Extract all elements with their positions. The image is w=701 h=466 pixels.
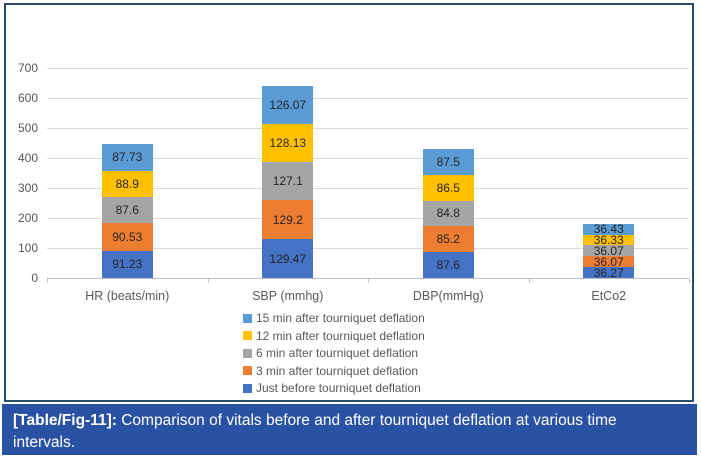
x-axis-category-label: EtCo2 [591,289,627,303]
y-axis-tick-label: 700 [17,61,38,75]
bar-segment-value: 126.07 [269,97,307,112]
gridline [47,158,689,159]
bar-segment: 36.33 [583,233,635,248]
bar-segment-value: 36.43 [593,222,624,237]
legend-label: Just before tourniquet deflation [256,381,421,395]
bar-segment-value: 85.2 [436,231,460,246]
figure-caption-label: [Table/Fig-11]: [13,412,117,429]
legend-label: 12 min after tourniquet deflation [256,328,425,343]
y-axis-tick-label: 600 [17,91,38,105]
legend-item: Just before tourniquet deflation [243,381,421,395]
bar-segment-value: 88.9 [115,176,139,191]
x-axis-tick [47,279,48,283]
legend-item: 15 min after tourniquet deflation [243,311,425,325]
bar-segment: 127.1 [262,162,314,201]
x-axis-line [47,278,689,279]
bar-segment-value: 36.33 [593,233,624,248]
y-axis-tick-label: 0 [31,271,38,285]
bar-segment-value: 87.73 [112,150,143,165]
legend-color-swatch [243,331,252,340]
bar-segment: 36.43 [583,222,635,237]
legend-color-swatch [243,313,252,323]
figure-caption-text: Comparison of vitals before and after to… [13,412,617,451]
legend-label: 6 min after tourniquet deflation [256,346,419,360]
legend-item: 6 min after tourniquet deflation [243,346,418,360]
bar-segment: 36.07 [583,243,635,258]
legend-label: 3 min after tourniquet deflation [256,363,419,378]
gridline [47,128,689,129]
bar-segment-value: 36.07 [593,254,624,269]
bar-segment: 129.2 [262,200,314,240]
bar-segment-value: 129.2 [272,212,303,227]
y-axis-tick-label: 100 [17,241,38,255]
legend-item: 3 min after tourniquet deflation [243,364,418,378]
bar-segment-value: 87.5 [436,154,460,169]
gridline [47,248,689,249]
bar-segment: 87.5 [422,148,474,175]
bar-segment-value: 127.1 [272,174,303,189]
legend-label: 15 min after tourniquet deflation [256,311,425,325]
bar-segment-value: 86.5 [436,180,460,195]
x-axis-tick [528,279,530,283]
gridline [47,98,689,99]
bar-segment-value: 87.6 [436,257,460,272]
x-axis-tick [207,279,209,283]
gridline [47,218,689,219]
bar-segment: 36.07 [583,254,635,269]
y-axis-tick-label: 300 [17,181,38,195]
x-axis-tick [368,279,369,283]
bar-segment-value: 91.23 [112,257,143,272]
bar-segment: 90.53 [101,223,153,251]
bar-segment: 87.73 [101,144,153,171]
bar-segment: 126.07 [262,86,314,124]
legend-color-swatch [243,366,252,375]
x-axis-tick [689,279,690,283]
bar-segment-value: 36.07 [593,243,624,258]
y-axis-tick-label: 500 [17,121,38,135]
bar-segment: 84.8 [422,200,474,227]
figure-caption: [Table/Fig-11]: Comparison of vitals bef… [2,404,697,455]
bar-segment-value: 36.27 [593,265,624,280]
x-axis-category-label: DBP(mmHg) [412,289,484,303]
legend-color-swatch [243,348,252,358]
x-axis-category-label: SBP (mmhg) [252,289,324,303]
x-axis-category-label: HR (beats/min) [85,289,170,303]
legend-item: 12 min after tourniquet deflation [243,329,425,343]
bar-segment-value: 84.8 [436,206,460,221]
legend-color-swatch [243,383,252,393]
bar-segment: 87.6 [422,251,474,278]
bar-segment-value: 87.6 [115,203,139,218]
bar-segment: 86.5 [422,174,474,201]
bar-segment: 128.13 [262,123,314,163]
y-axis-tick-label: 400 [17,151,38,165]
bar-segment: 87.6 [101,197,153,224]
bar-segment: 85.2 [422,226,474,252]
gridline [47,188,689,189]
gridline [47,68,689,69]
bar-segment-value: 128.13 [269,136,307,151]
bar-segment: 36.27 [583,265,635,280]
y-axis-tick-label: 200 [17,211,38,225]
bar-segment: 88.9 [101,170,153,198]
bar-segment-value: 90.53 [112,230,143,245]
bar-segment-value: 129.47 [269,251,307,266]
bar-segment: 91.23 [101,250,153,278]
bar-segment: 129.47 [262,239,314,278]
